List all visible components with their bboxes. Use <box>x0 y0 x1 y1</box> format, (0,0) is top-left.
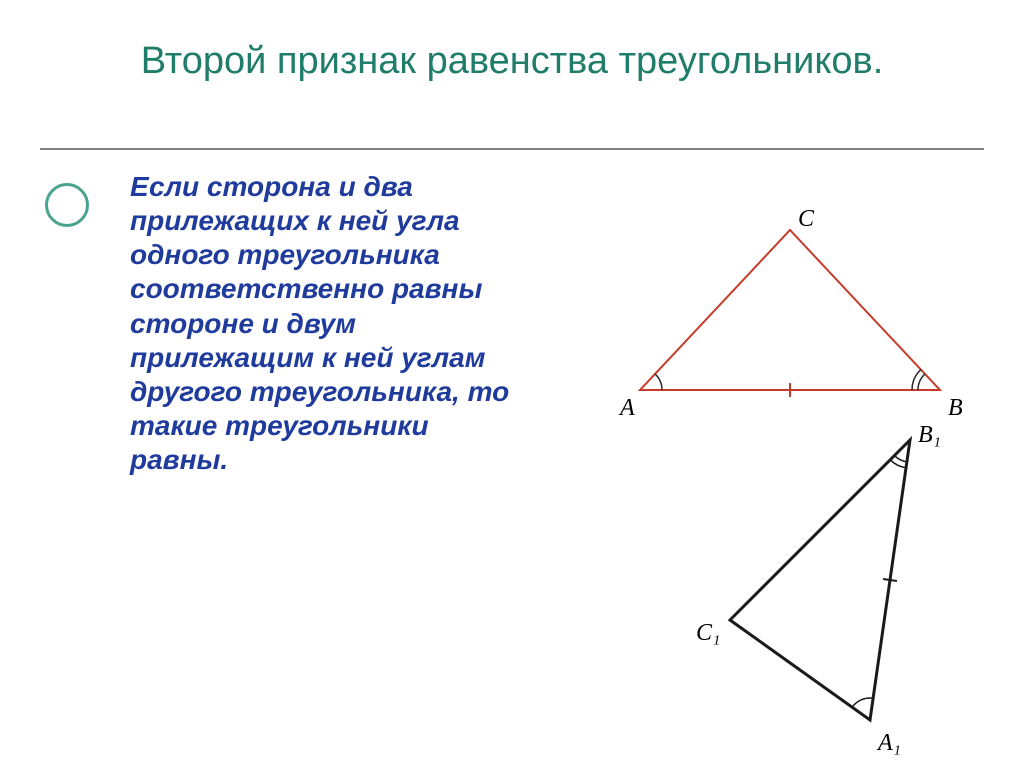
vertex-label: B <box>948 395 963 422</box>
vertex-label: B₁ <box>918 422 941 449</box>
triangle-figure-1: A B C <box>600 200 980 420</box>
title-underline <box>40 148 984 150</box>
bullet-icon <box>45 183 89 227</box>
vertex-label: A <box>620 395 635 422</box>
theorem-text: Если сторона и два прилежащих к ней угла… <box>130 170 510 477</box>
vertex-label: C <box>798 206 814 233</box>
page-title: Второй признак равенства треугольников. <box>0 0 1024 86</box>
vertex-label: A₁ <box>878 730 901 757</box>
vertex-label: C₁ <box>696 620 720 647</box>
triangle-figure-2: A₁B₁C₁ <box>700 420 960 740</box>
